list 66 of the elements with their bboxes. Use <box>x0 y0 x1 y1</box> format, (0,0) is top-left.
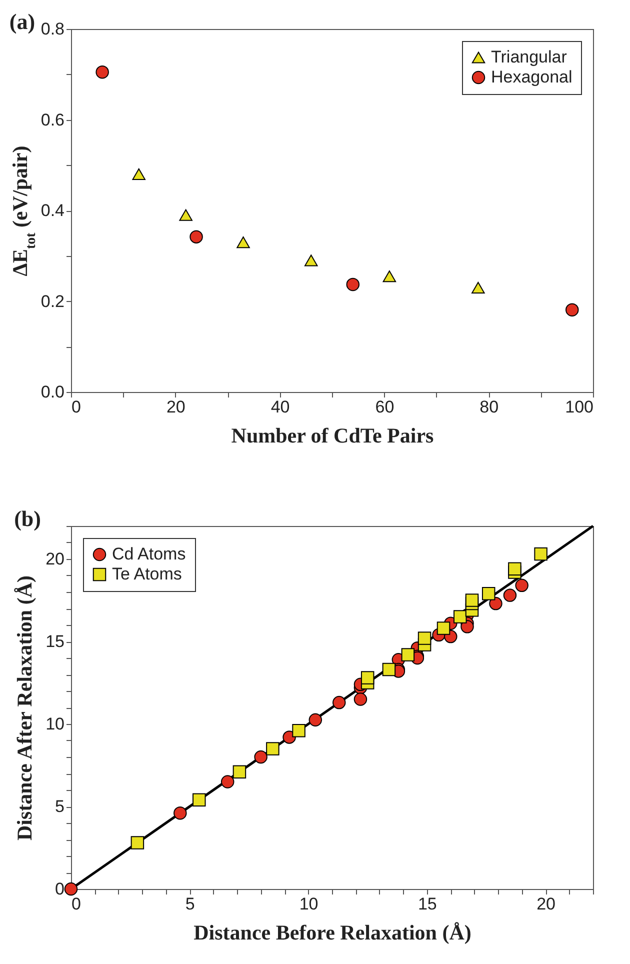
legend-label: Triangular <box>491 48 568 66</box>
point <box>308 713 322 726</box>
y-tick-label: 15 <box>46 632 64 651</box>
x-tick-label: 20 <box>536 894 556 914</box>
point <box>436 622 450 635</box>
x-tick-label: 5 <box>185 894 195 914</box>
point <box>304 254 318 266</box>
point <box>190 230 203 244</box>
y-tick-label: 20 <box>46 550 64 568</box>
point <box>418 632 432 645</box>
point <box>174 806 187 820</box>
point <box>130 836 144 850</box>
text: (a) <box>9 9 36 34</box>
legend-label: Cd Atoms <box>112 544 186 564</box>
point <box>232 765 246 778</box>
point <box>465 594 479 607</box>
point <box>482 587 496 600</box>
point <box>382 270 396 282</box>
x-tick-label: 15 <box>418 894 437 914</box>
y-tick-label: 0 <box>55 880 64 898</box>
y-tick-label: 0.2 <box>40 292 64 311</box>
point <box>534 547 548 561</box>
legend-label: Hexagonal <box>491 68 572 86</box>
x-tick-label: 80 <box>480 398 499 416</box>
x-tick-label: 0 <box>72 398 81 416</box>
y-tick-label: 10 <box>46 714 64 734</box>
x-tick-label: 20 <box>166 398 186 416</box>
x-tick-label: 10 <box>299 894 318 914</box>
y-tick-label: 0.4 <box>40 201 64 220</box>
point <box>266 742 280 756</box>
point <box>236 236 250 248</box>
point <box>64 882 78 896</box>
point <box>489 596 502 610</box>
x-axis-title: Distance Before Relaxation (Å) <box>194 920 472 944</box>
point <box>460 620 474 634</box>
point <box>96 65 109 79</box>
y-axis-title: Distance After Relaxation (Å) <box>12 576 37 840</box>
y-tick-label: 5 <box>55 797 64 816</box>
x-tick-label: 0 <box>72 894 81 914</box>
point <box>382 662 396 676</box>
legend-label: Te Atoms <box>112 564 182 584</box>
point <box>179 209 192 221</box>
point <box>254 750 268 764</box>
y-tick-label: 0.0 <box>40 382 64 402</box>
point <box>346 278 360 292</box>
y-tick-label: 0.8 <box>40 20 64 38</box>
point <box>401 648 415 662</box>
point <box>503 588 517 602</box>
x-tick-label: 100 <box>565 398 594 416</box>
point <box>515 578 528 592</box>
point <box>472 282 485 294</box>
point <box>292 724 306 738</box>
point <box>332 696 346 710</box>
point <box>192 793 206 807</box>
point <box>354 692 368 706</box>
x-tick-label: 60 <box>375 398 394 416</box>
x-tick-label: 40 <box>270 398 290 416</box>
x-axis-title: Number of CdTe Pairs <box>231 424 434 448</box>
point <box>508 562 522 576</box>
point <box>565 303 579 316</box>
point <box>360 671 374 684</box>
point <box>220 775 234 788</box>
text: (b) <box>14 506 41 531</box>
point <box>454 610 467 624</box>
point <box>132 168 146 180</box>
y-tick-label: 0.6 <box>40 110 64 130</box>
